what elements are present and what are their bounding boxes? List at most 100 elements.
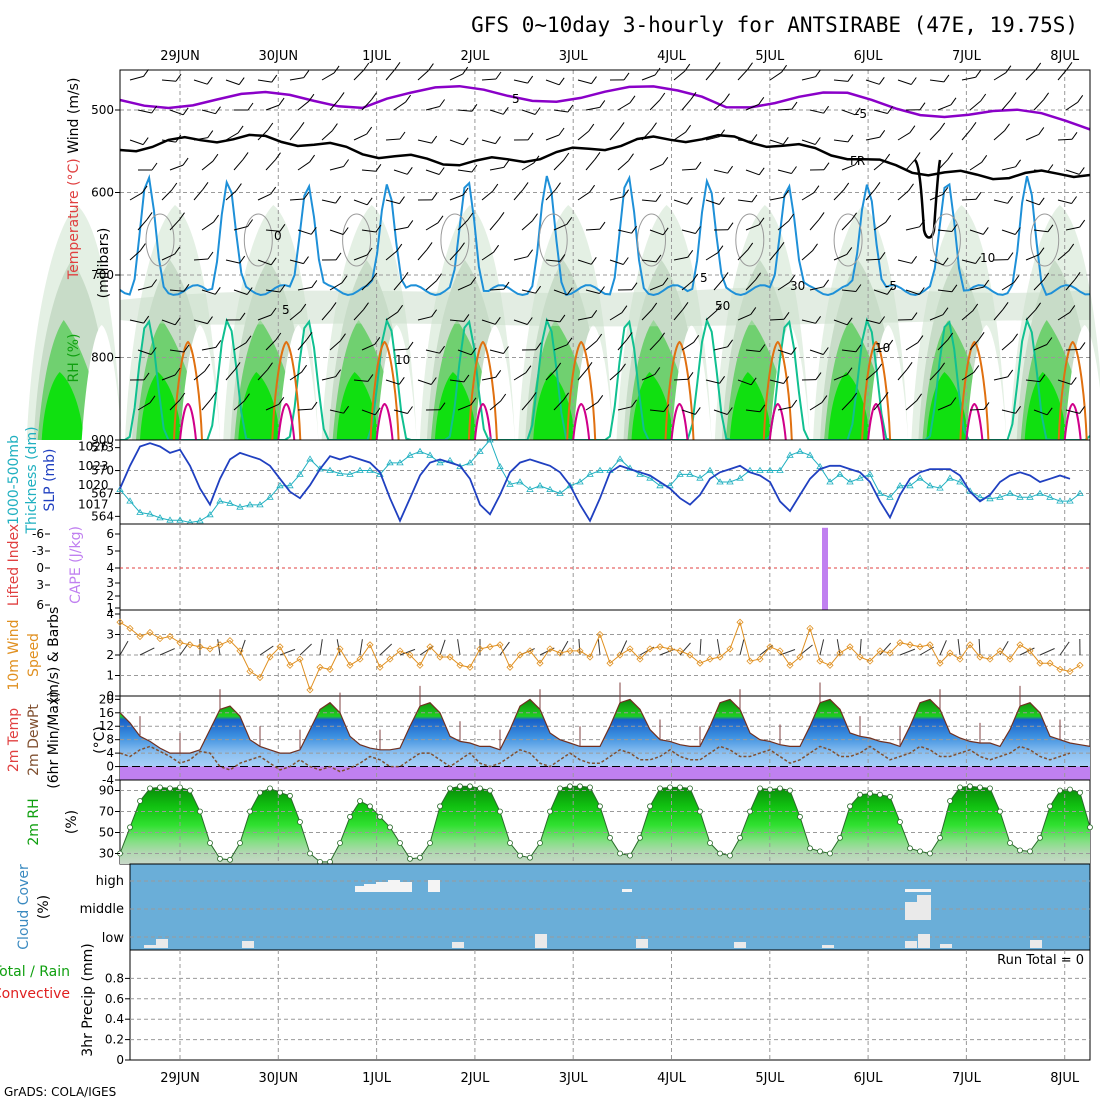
data-point xyxy=(337,840,343,846)
data-point xyxy=(306,686,314,694)
wind-barb-flag xyxy=(1007,369,1014,378)
wind-barb xyxy=(737,379,752,386)
wind-barb-flag xyxy=(522,182,529,190)
wind-barb xyxy=(1057,68,1068,81)
wind-barb xyxy=(705,136,720,141)
data-point xyxy=(487,787,493,794)
wind-barb xyxy=(713,279,724,291)
data-point xyxy=(207,840,213,846)
wind-barb-flag xyxy=(407,220,414,228)
wind-barb-flag xyxy=(911,256,918,264)
wind-barb-flag xyxy=(631,399,638,408)
data-point xyxy=(486,643,494,651)
wind-barb-flag xyxy=(790,347,797,355)
wind10-barb xyxy=(659,648,676,656)
wind-barb-flag xyxy=(303,70,310,78)
wind-barb-flag xyxy=(462,187,469,196)
wind-barb-flag xyxy=(687,372,694,380)
data-point xyxy=(806,451,814,458)
wind-barb-flag xyxy=(150,347,157,355)
data-point xyxy=(767,786,773,793)
wind-barb xyxy=(201,109,216,115)
data-point xyxy=(176,639,184,647)
wind-barb xyxy=(1025,309,1036,321)
tick-label: 1023 xyxy=(78,459,109,473)
data-point xyxy=(967,783,973,790)
rh-contour xyxy=(735,213,765,267)
wind-barb xyxy=(905,159,916,171)
wind-barb-flag xyxy=(939,122,946,131)
wind-barb xyxy=(361,229,376,233)
wind-barb-flag xyxy=(405,94,412,103)
wind-barb-flag xyxy=(1013,275,1020,283)
wind-barb-flag xyxy=(555,362,562,371)
data-point xyxy=(166,632,174,641)
wind-barb xyxy=(321,376,336,381)
data-point xyxy=(896,639,904,647)
data-point xyxy=(956,655,964,663)
contour-freezing xyxy=(119,133,1091,181)
wind-barb xyxy=(257,79,272,83)
wind-barb-flag xyxy=(215,340,222,348)
wind-barb xyxy=(649,284,664,291)
contour-5 xyxy=(119,174,1091,297)
wind10-barb xyxy=(539,647,555,656)
data-point xyxy=(277,789,283,796)
date-label-bottom: 6JUL xyxy=(854,1071,884,1086)
wind-barb-flag xyxy=(1007,196,1014,204)
data-point xyxy=(506,480,514,487)
wind-barb-flag xyxy=(980,93,987,102)
wind-barb xyxy=(161,189,173,201)
data-point xyxy=(407,855,413,862)
data-point xyxy=(937,834,943,841)
data-point xyxy=(727,852,733,859)
wind-barb-flag xyxy=(981,155,988,163)
wind-barb-flag xyxy=(275,332,282,341)
wind-barb-flag xyxy=(270,186,277,195)
wind-barb xyxy=(417,139,432,144)
data-point xyxy=(817,848,823,855)
wind-barb xyxy=(905,289,920,295)
wind-barb xyxy=(841,399,853,411)
data-point xyxy=(1046,493,1054,500)
wind-barb xyxy=(641,309,653,321)
wind-barb-flag xyxy=(430,377,437,385)
wind-barb xyxy=(1025,199,1040,206)
wind-barb xyxy=(385,199,400,205)
wind-barb-flag xyxy=(846,317,853,326)
data-point xyxy=(836,470,844,477)
wind10-barb xyxy=(699,638,702,656)
data-point xyxy=(456,661,464,669)
data-point xyxy=(586,653,594,661)
wind-barb xyxy=(585,228,601,231)
wind-barb xyxy=(969,161,982,171)
wind-barb xyxy=(457,404,472,411)
wind-barb-flag xyxy=(662,157,669,165)
wind-barb-flag xyxy=(502,107,509,115)
data-point xyxy=(436,653,444,661)
wind-barb xyxy=(137,109,152,114)
ylabel-barbs: (m/s) & Barbs xyxy=(46,607,62,704)
wind10-grid xyxy=(120,610,1090,696)
wind-barb-flag xyxy=(207,251,214,260)
tick-label: 4 xyxy=(106,607,114,621)
wind-barb xyxy=(1033,279,1045,291)
wind-barb xyxy=(833,189,845,201)
dry-core xyxy=(376,325,417,440)
data-point xyxy=(887,793,893,800)
data-point xyxy=(636,655,644,663)
wind-barb xyxy=(873,160,886,171)
tick-label: 12 xyxy=(99,719,114,733)
ylabel-temp-unit: (°C) xyxy=(92,726,108,754)
contour-20 xyxy=(572,402,591,441)
wind10-barb xyxy=(299,643,312,656)
contour-15 xyxy=(959,340,990,441)
data-point xyxy=(837,834,843,841)
wind-barb-flag xyxy=(599,221,606,230)
rh-shade-bright xyxy=(1024,372,1067,440)
wind10-barb xyxy=(1039,648,1055,656)
wind-barb-flag xyxy=(685,124,692,133)
data-point xyxy=(466,663,474,671)
wind-barb xyxy=(489,349,504,354)
data-point xyxy=(306,455,314,462)
